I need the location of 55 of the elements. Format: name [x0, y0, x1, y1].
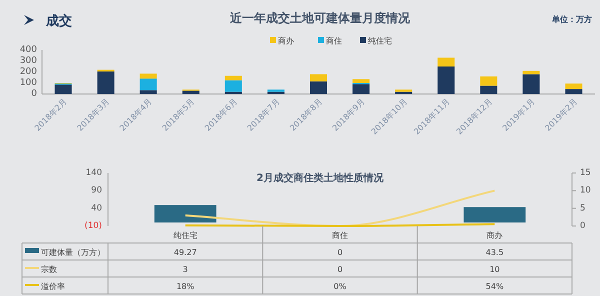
legend-label: 纯住宅 [368, 36, 392, 46]
bar [224, 76, 242, 80]
bar [352, 84, 370, 94]
data-label: 10 [490, 265, 500, 274]
y-tick-label: 100 [20, 78, 38, 88]
bar [480, 86, 498, 94]
bar [310, 81, 328, 94]
chart-title: 2月成交商住类土地性质情况 [256, 172, 384, 184]
bar [480, 76, 498, 86]
bar [140, 74, 157, 79]
bar [54, 84, 72, 94]
data-label: 43.5 [486, 248, 504, 257]
y2-tick-label: 15 [580, 168, 591, 178]
text: 单位：万方 [551, 14, 592, 24]
bar [182, 90, 200, 94]
bar [140, 90, 157, 94]
y2-tick-label: 0 [580, 221, 586, 231]
data-label: 0 [337, 265, 343, 274]
data-label: 3 [182, 265, 188, 274]
bar [224, 80, 242, 92]
y-tick-label: 300 [20, 56, 38, 66]
data-label: 0 [337, 248, 343, 257]
bar [310, 74, 328, 82]
bar [565, 89, 582, 94]
bar [522, 74, 540, 94]
bar [140, 78, 157, 90]
y-tick-label: 90 [91, 186, 102, 196]
data-label: 49.27 [174, 248, 197, 257]
y-tick-label: 0 [31, 89, 38, 99]
x-tick-label: 纯住宅 [173, 231, 198, 240]
legend-label: 商住 [326, 36, 342, 46]
legend-label: 溢价率 [41, 282, 65, 291]
y-tick-label: 40 [91, 203, 102, 214]
bar [522, 70, 540, 74]
legend-label: 商办 [278, 36, 294, 46]
legend-label: 可建体量（万方） [41, 248, 105, 257]
text: 成交 [45, 13, 72, 29]
y-tick-label: 200 [20, 67, 38, 77]
x-tick-label: 商住 [332, 231, 348, 240]
bar [438, 58, 455, 66]
bar [352, 79, 370, 83]
data-label: 54% [486, 282, 504, 291]
y-tick-label: 140 [86, 168, 102, 178]
data-label: 18% [176, 282, 195, 291]
y-tick-label: (10) [84, 221, 102, 231]
bar [438, 66, 455, 94]
y2-tick-label: 10 [580, 186, 591, 196]
x-tick-label: 商办 [486, 231, 503, 240]
legend-label: 宗数 [41, 265, 57, 274]
data-label: 0% [334, 282, 347, 291]
chart-title: 近一年成交土地可建体量月度情况 [229, 11, 411, 25]
y2-tick-label: 5 [580, 203, 586, 214]
bar [565, 84, 582, 90]
bar [97, 71, 114, 94]
y-tick-label: 400 [20, 45, 38, 55]
